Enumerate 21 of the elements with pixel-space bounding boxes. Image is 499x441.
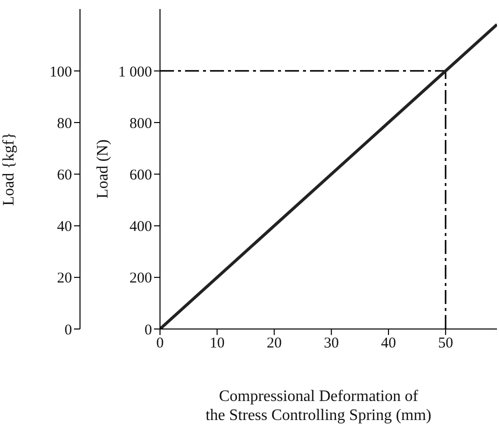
y-tick-label: 800 (130, 116, 152, 132)
y-tick-label: 0 (144, 322, 152, 338)
y-tick-label: 600 (130, 167, 152, 184)
y2-tick-label: 20 (57, 270, 72, 287)
y2-tick-label: 60 (57, 167, 72, 184)
y-tick-label: 1 000 (118, 64, 152, 80)
y-tick-label: 200 (130, 270, 152, 287)
y2-axis-title: Load {kgf} (0, 132, 18, 206)
x-tick-label: 30 (324, 336, 339, 352)
x-tick-label: 0 (156, 336, 164, 352)
y2-tick-label: 40 (57, 219, 72, 236)
y2-tick-label: 0 (64, 322, 72, 338)
y2-tick-label: 80 (57, 116, 72, 132)
y2-tick-label: 100 (50, 64, 72, 80)
x-axis-title: Compressional Deformation of the Stress Controlling Spring (mm) (206, 388, 432, 424)
y-axis-title: Load (N) (94, 139, 112, 199)
y-tick-label: 400 (130, 219, 152, 236)
x-tick-label: 50 (438, 336, 454, 352)
x-tick-label: 20 (266, 336, 282, 352)
x-tick-label: 40 (380, 336, 396, 352)
x-tick-label: 10 (210, 336, 225, 352)
